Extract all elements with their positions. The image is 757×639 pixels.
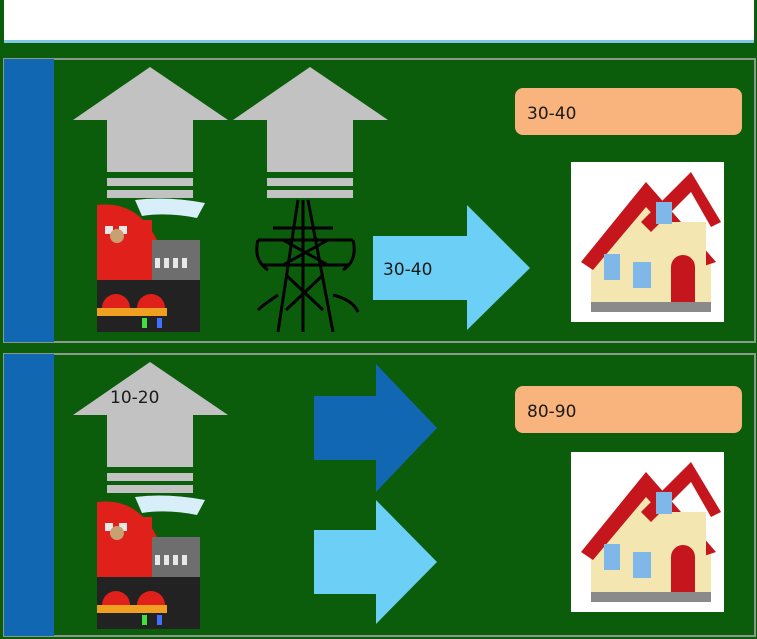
arrow-label: 10-20 (110, 388, 159, 408)
box-label: 30-40 (527, 104, 576, 124)
arrow-label: 30-40 (383, 260, 432, 280)
side-strip (4, 59, 54, 342)
title-underline (4, 40, 754, 43)
value-box (515, 386, 742, 433)
right-arrow (373, 205, 530, 330)
value-box (515, 88, 742, 135)
side-strip (4, 354, 54, 636)
title-bar (4, 0, 754, 42)
right-arrow (314, 364, 437, 492)
box-label: 80-90 (527, 402, 576, 422)
house-icon (571, 162, 724, 322)
house-icon (571, 452, 724, 612)
right-arrow (314, 500, 437, 624)
